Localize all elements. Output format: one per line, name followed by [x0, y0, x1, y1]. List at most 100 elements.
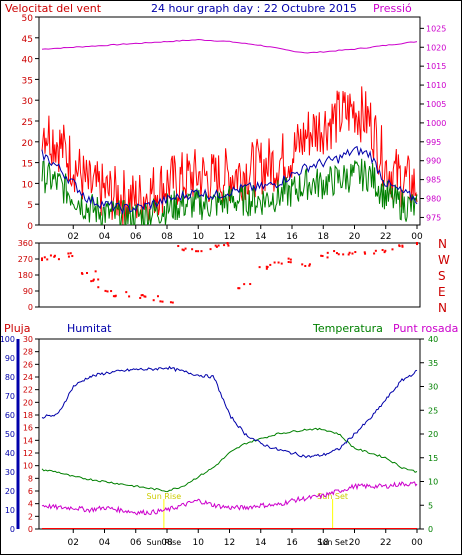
- direction-point: [401, 244, 404, 247]
- dewpoint-line: [41, 481, 418, 516]
- wind-x-tick-label: 00: [411, 232, 423, 242]
- direction-point: [90, 280, 93, 283]
- direction-point: [125, 291, 128, 294]
- direction-point: [128, 295, 131, 298]
- wind-x-tick-label: 16: [286, 232, 298, 242]
- direction-point: [280, 262, 283, 265]
- direction-point: [381, 248, 384, 251]
- pressure-right-tick-label: 1025: [426, 24, 446, 33]
- direction-point: [43, 256, 46, 259]
- direction-point: [333, 250, 336, 253]
- humidity-tick-label: 80: [5, 373, 15, 382]
- direction-point: [195, 250, 198, 253]
- direction-point: [308, 263, 311, 266]
- direction-point: [304, 264, 307, 267]
- direction-point: [373, 252, 376, 255]
- rain-left-tick-label: 6: [28, 487, 33, 496]
- direction-point: [41, 257, 43, 260]
- wind-x-tick-label: 02: [68, 232, 79, 242]
- direction-point: [114, 294, 117, 297]
- compass-label: S: [438, 269, 446, 283]
- wind-x-tick-label: 08: [161, 232, 173, 242]
- wind-left-tick-label: 15: [22, 160, 33, 170]
- direction-point: [364, 252, 367, 255]
- direction-point: [347, 253, 350, 256]
- compass-label: E: [438, 285, 446, 299]
- humidity-tick-label: 10: [5, 506, 15, 515]
- wind-left-tick-label: 10: [22, 180, 34, 190]
- direction-point: [223, 244, 226, 247]
- temp-x-tick-label: 00: [411, 538, 423, 548]
- humidity-tick-label: 60: [5, 411, 15, 420]
- humidity-tick-label: 40: [5, 449, 15, 458]
- rain-left-tick-label: 26: [23, 360, 33, 369]
- direction-point: [342, 253, 345, 256]
- wind-x-tick-label: 12: [224, 232, 235, 242]
- direction-point: [416, 243, 418, 246]
- temp-right-tick-label: 40: [428, 335, 438, 344]
- direction-point: [348, 251, 351, 254]
- direction-point: [67, 255, 70, 258]
- direction-point: [81, 272, 84, 275]
- temperature-axis-title: Temperatura: [312, 322, 383, 335]
- temp-x-tick-label: Sun Rise: [147, 538, 182, 547]
- wind-left-tick-label: 5: [27, 201, 33, 211]
- pressure-right-tick-label: 990: [426, 157, 441, 166]
- wind-x-tick-label: 06: [130, 232, 142, 242]
- humidity-tick-label: 20: [5, 487, 15, 496]
- direction-point: [363, 251, 366, 254]
- direction-point: [46, 258, 49, 261]
- pressure-line: [41, 38, 418, 54]
- direction-point: [416, 242, 418, 245]
- direction-point: [191, 248, 194, 251]
- wind-x-tick-label: 10: [193, 232, 205, 242]
- pressure-right-tick-label: 1010: [426, 81, 446, 90]
- temp-right-tick-label: 25: [428, 406, 438, 415]
- rain-left-tick-label: 0: [28, 525, 33, 534]
- direction-point: [161, 300, 164, 303]
- temp-x-tick-label: 20: [349, 538, 361, 548]
- temp-x-tick-label: 22: [380, 538, 391, 548]
- direction-point: [67, 252, 70, 255]
- compass-label: N: [438, 237, 447, 251]
- direction-left-tick-label: 360: [18, 239, 33, 248]
- wind-left-tick-label: 50: [22, 14, 34, 24]
- rain-axis-title: Pluja: [4, 322, 30, 335]
- direction-point: [335, 252, 338, 255]
- direction-point: [401, 245, 404, 248]
- humidity-tick-label: 70: [5, 392, 15, 401]
- direction-point: [69, 252, 72, 255]
- direction-point: [181, 248, 184, 251]
- direction-point: [258, 266, 261, 269]
- direction-point: [152, 299, 155, 302]
- direction-point: [237, 287, 240, 290]
- wind-x-tick-label: 14: [255, 232, 267, 242]
- temp-right-tick-label: 35: [428, 359, 438, 368]
- direction-point: [269, 263, 272, 266]
- direction-point: [287, 260, 290, 263]
- direction-point: [354, 251, 357, 254]
- direction-point: [156, 295, 159, 298]
- wind-left-tick-label: 35: [22, 76, 33, 86]
- direction-point: [320, 254, 323, 257]
- direction-point: [197, 250, 200, 253]
- direction-point: [289, 258, 292, 261]
- temp-x-tick-label: 12: [224, 538, 235, 548]
- rain-left-tick-label: 20: [23, 398, 33, 407]
- temp-x-tick-label: 10: [193, 538, 205, 548]
- rain-left-tick-label: 10: [23, 462, 33, 471]
- direction-point: [214, 244, 217, 247]
- direction-point: [104, 289, 107, 292]
- pressure-right-tick-label: 1015: [426, 62, 446, 71]
- temp-x-tick-label: 04: [99, 538, 111, 548]
- humidity-tick-label: 30: [5, 468, 15, 477]
- direction-point: [41, 259, 43, 262]
- direction-point: [57, 258, 60, 261]
- temp-x-tick-label: 06: [130, 538, 142, 548]
- pressure-right-tick-label: 1020: [426, 43, 446, 52]
- rain-left-tick-label: 8: [28, 474, 33, 483]
- pressure-right-tick-label: 1005: [426, 100, 446, 109]
- wind-series-group: 0510152025303540455097598098599099510001…: [22, 14, 447, 242]
